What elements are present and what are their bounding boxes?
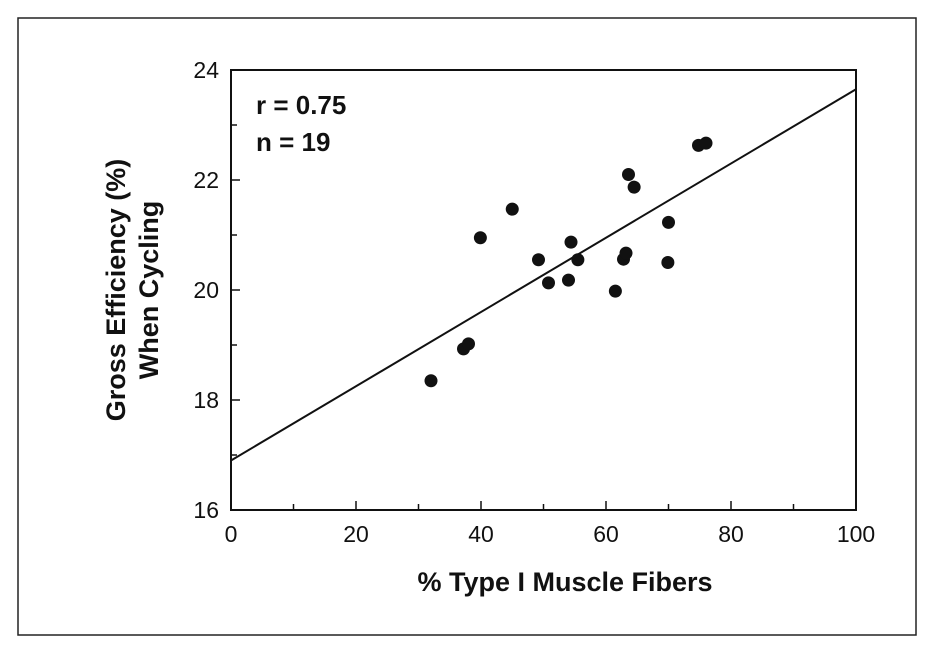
x-axis-ticks: 0 20 40 60 80 100 xyxy=(225,501,875,547)
data-point xyxy=(424,374,438,388)
y-tick-label: 16 xyxy=(193,497,219,523)
x-tick-label: 80 xyxy=(718,521,744,547)
y-tick-label: 18 xyxy=(193,387,219,413)
data-points xyxy=(424,136,713,388)
x-tick-label: 60 xyxy=(593,521,619,547)
stat-r: r = 0.75 xyxy=(256,90,346,120)
stat-n: n = 19 xyxy=(256,127,330,157)
data-point xyxy=(662,215,675,229)
data-point xyxy=(505,202,519,216)
x-tick-label: 100 xyxy=(837,521,875,547)
y-axis-title-line1: Gross Efficiency (%) xyxy=(101,159,131,422)
data-point xyxy=(571,253,585,267)
data-point xyxy=(661,256,675,269)
data-point xyxy=(564,235,578,249)
y-tick-label: 20 xyxy=(193,277,219,303)
y-axis-title-line2: When Cycling xyxy=(134,201,164,380)
regression-line xyxy=(230,88,857,462)
data-point xyxy=(532,253,545,267)
outer-frame xyxy=(17,17,917,636)
x-tick-label: 20 xyxy=(343,521,369,547)
y-axis-ticks: 16 18 20 22 24 xyxy=(193,57,240,523)
data-point xyxy=(627,180,641,194)
x-tick-label: 0 xyxy=(225,521,238,547)
y-tick-label: 22 xyxy=(193,167,219,193)
x-axis-title: % Type I Muscle Fibers xyxy=(417,567,712,597)
data-point xyxy=(699,136,713,150)
x-tick-label: 40 xyxy=(468,521,494,547)
data-point xyxy=(608,284,622,298)
data-point xyxy=(619,246,633,260)
regression-line-group xyxy=(230,88,857,462)
data-point xyxy=(562,273,575,287)
data-point xyxy=(473,231,487,245)
data-point xyxy=(622,168,635,181)
y-tick-label: 24 xyxy=(193,57,219,83)
data-point xyxy=(462,337,475,351)
data-point xyxy=(542,276,555,290)
